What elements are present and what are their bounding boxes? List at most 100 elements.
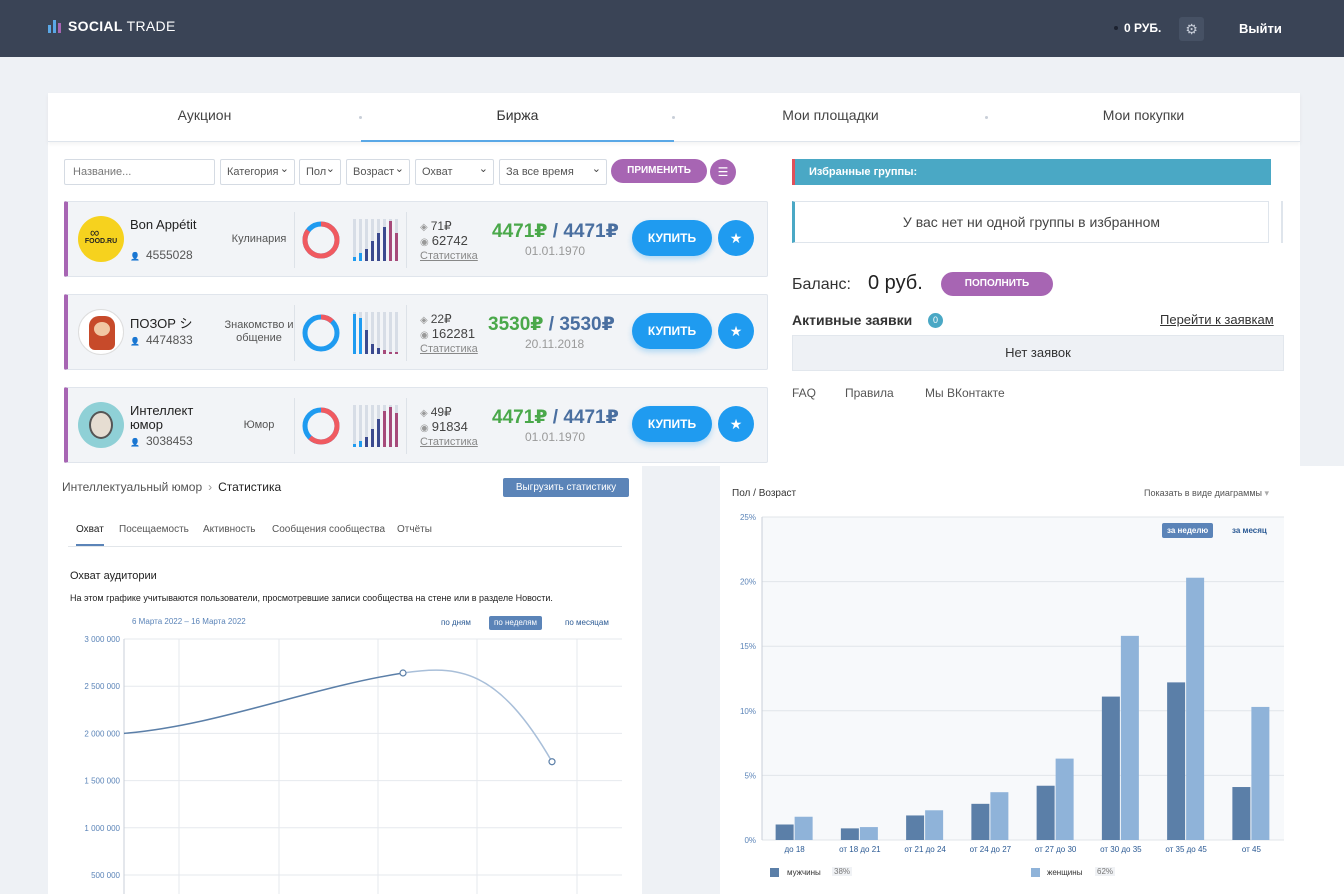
favorite-button[interactable]: ★ xyxy=(718,220,754,256)
logo[interactable]: SOCIAL TRADE xyxy=(48,18,176,34)
bar-мужчины xyxy=(775,824,794,840)
mini-bar xyxy=(359,318,362,354)
group-name[interactable]: Bon Appétit xyxy=(130,217,197,232)
faq-link[interactable]: FAQ xyxy=(792,386,817,400)
mini-bar xyxy=(377,348,380,354)
mini-bar xyxy=(395,352,398,354)
legend-women-label[interactable]: женщины xyxy=(1047,868,1083,877)
group-category: Знакомство и общение xyxy=(224,319,294,344)
gear-icon: ⚙ xyxy=(1185,21,1198,37)
reach-title: Охват аудитории xyxy=(70,570,157,582)
plot-area xyxy=(762,517,1284,840)
glasses-icon: ∞ xyxy=(90,225,100,240)
y-tick-label: 500 000 xyxy=(91,871,120,880)
group-name[interactable]: ПОЗОР シ xyxy=(130,316,193,331)
group-card[interactable]: Интеллект юмор 3038453 Юмор ◈49₽ ◉91834 … xyxy=(64,387,768,463)
buy-button[interactable]: КУПИТЬ xyxy=(632,313,712,349)
mini-bar-bg xyxy=(359,405,362,447)
bar-мужчины xyxy=(1101,696,1120,840)
statistics-link[interactable]: Статистика xyxy=(420,250,478,262)
tab-messages[interactable]: Сообщения сообщества xyxy=(272,524,386,535)
price-old: 4471₽ xyxy=(563,221,619,242)
group-name[interactable]: Интеллект юмор xyxy=(130,403,194,432)
x-tick-label: от 45 xyxy=(1242,845,1262,854)
y-tick-label: 2 500 000 xyxy=(84,682,120,691)
mini-bar xyxy=(395,413,398,447)
bar-женщины xyxy=(1186,577,1205,840)
mini-bar-bg xyxy=(371,405,374,447)
demo-title: Пол / Возраст xyxy=(732,488,797,499)
bar-мужчины xyxy=(1036,785,1055,840)
eye-icon: ◉ xyxy=(420,330,429,341)
logo-bold-text: SOCIAL xyxy=(68,18,123,34)
tab-attendance[interactable]: Посещаемость xyxy=(119,524,189,535)
y-tick-label: 2 000 000 xyxy=(84,729,120,738)
group-subscribers: 4555028 xyxy=(130,248,193,262)
time-select[interactable]: За все время xyxy=(499,157,607,185)
mini-bar xyxy=(371,241,374,261)
date-range[interactable]: 6 Марта 2022 – 16 Марта 2022 xyxy=(132,617,246,626)
y-tick-label: 25% xyxy=(740,513,756,522)
statistics-link[interactable]: Статистика xyxy=(420,343,478,355)
period-month[interactable]: за месяц xyxy=(1232,526,1267,535)
x-tick-label: от 30 до 35 xyxy=(1100,845,1142,854)
gender-select[interactable]: Пол xyxy=(299,157,341,185)
data-point xyxy=(548,758,556,766)
reach-series-line xyxy=(123,672,404,735)
rules-link[interactable]: Правила xyxy=(845,386,894,400)
period-days[interactable]: по дням xyxy=(441,618,471,627)
legend-men-swatch xyxy=(770,868,779,877)
divider xyxy=(294,398,295,454)
tab-auction[interactable]: Аукцион xyxy=(177,107,232,123)
tab-my-purchases[interactable]: Мои покупки xyxy=(1102,107,1185,123)
tab-reports[interactable]: Отчёты xyxy=(397,524,432,535)
favorite-button[interactable]: ★ xyxy=(718,406,754,442)
group-card[interactable]: ПОЗОР シ 4474833 Знакомство и общение ◈22… xyxy=(64,294,768,370)
avatar-label: FOOD.RU xyxy=(84,238,118,245)
apply-button[interactable]: ПРИМЕНИТЬ xyxy=(611,159,707,183)
no-requests: Нет заявок xyxy=(792,335,1284,371)
tab-reach[interactable]: Охват xyxy=(76,524,104,546)
mini-bar xyxy=(389,352,392,354)
vk-link[interactable]: Мы ВКонтакте xyxy=(925,386,1005,400)
bar-женщины xyxy=(794,816,813,840)
breadcrumb-group[interactable]: Интеллектуальный юмор xyxy=(62,480,203,494)
list-view-button[interactable]: ☰ xyxy=(710,159,736,185)
age-select[interactable]: Возраст xyxy=(346,157,410,185)
category-select[interactable]: Категория xyxy=(220,157,295,185)
bar-женщины xyxy=(1055,758,1074,840)
tab-exchange[interactable]: Биржа xyxy=(361,93,674,142)
bar-мужчины xyxy=(971,803,990,840)
statistics-link[interactable]: Статистика xyxy=(420,436,478,448)
buy-button[interactable]: КУПИТЬ xyxy=(632,406,712,442)
topup-button[interactable]: ПОПОЛНИТЬ xyxy=(941,272,1053,296)
legend-women-swatch xyxy=(1031,868,1040,877)
buy-button[interactable]: КУПИТЬ xyxy=(632,220,712,256)
header-balance: 0 РУБ. xyxy=(1114,21,1161,35)
price-current: 4471₽ xyxy=(492,221,548,242)
favorite-button[interactable]: ★ xyxy=(718,313,754,349)
mini-bar xyxy=(389,407,392,447)
go-to-requests-link[interactable]: Перейти к заявкам xyxy=(1160,312,1274,327)
name-search-input[interactable]: Название... xyxy=(64,159,215,185)
reach-select[interactable]: Охват xyxy=(415,157,494,185)
tab-activity[interactable]: Активность xyxy=(203,524,256,535)
tab-my-platforms[interactable]: Мои площадки xyxy=(782,107,879,123)
view-as-chart-toggle[interactable]: Показать в виде диаграммы xyxy=(1144,488,1269,499)
logout-button[interactable]: Выйти xyxy=(1239,21,1282,36)
mini-bar-bg xyxy=(365,405,368,447)
period-week[interactable]: за неделю xyxy=(1162,523,1214,538)
mini-bar xyxy=(365,437,368,447)
export-stats-button[interactable]: Выгрузить статистику xyxy=(503,478,629,497)
group-card[interactable]: FOOD.RU ∞ Bon Appétit 4555028 Кулинария … xyxy=(64,201,768,277)
period-months[interactable]: по месяцам xyxy=(565,618,609,627)
avatar: FOOD.RU ∞ xyxy=(78,216,124,262)
bar-женщины xyxy=(990,792,1009,840)
period-weeks[interactable]: по неделям xyxy=(489,616,543,630)
chevron-right-icon: › xyxy=(208,480,213,494)
divider xyxy=(406,398,407,454)
mini-bar-bg xyxy=(371,312,374,354)
settings-button[interactable]: ⚙ xyxy=(1179,17,1204,41)
legend-women-pct: 62% xyxy=(1095,867,1116,876)
legend-men-label[interactable]: мужчины xyxy=(787,868,821,877)
